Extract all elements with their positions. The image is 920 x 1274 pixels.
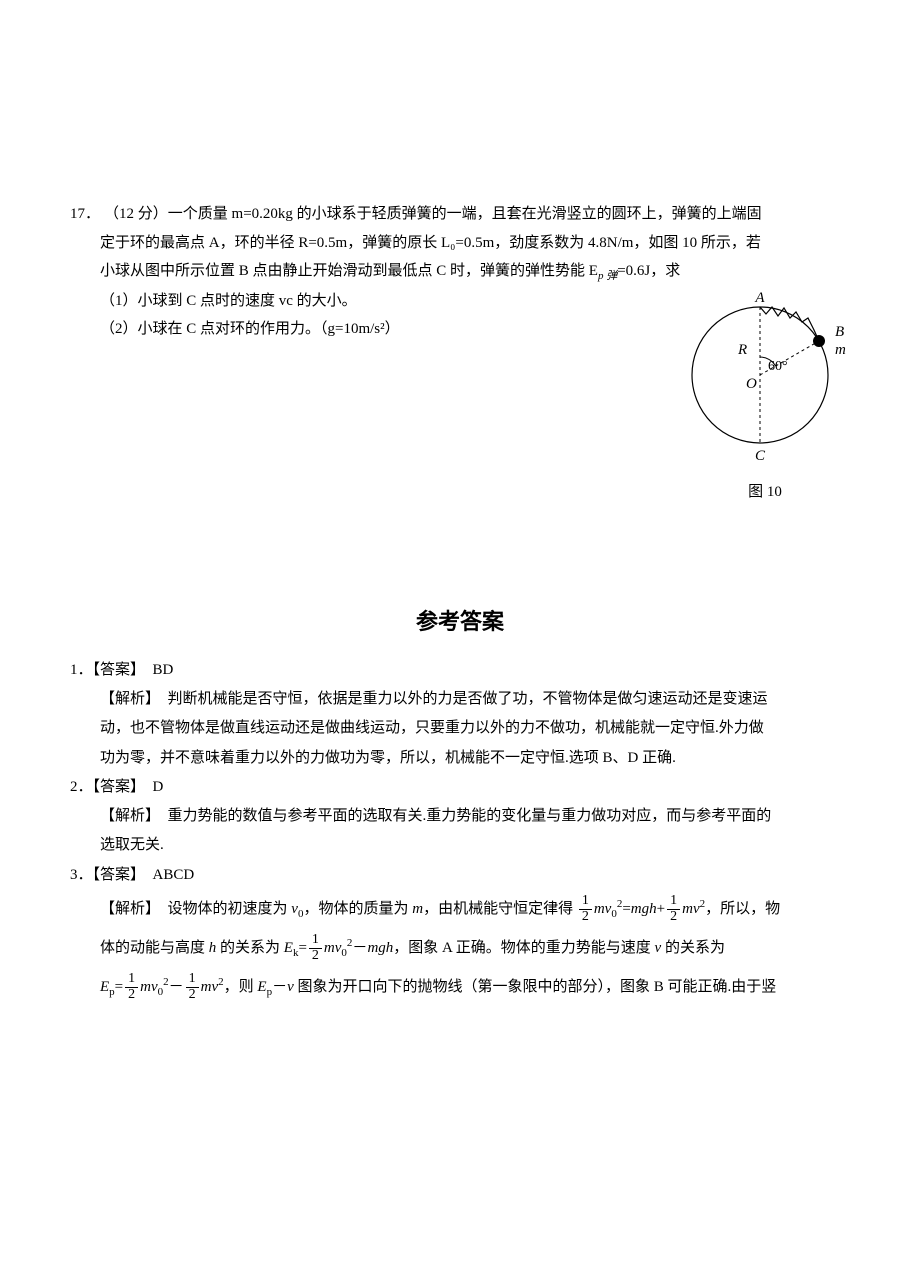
mv2-a: mv (682, 901, 700, 917)
a1-exp-t1: 判断机械能是否守恒，依据是重力以外的力是否做了功，不管物体是做匀速运动还是变速运 (168, 691, 768, 707)
a3-l2b: 的关系为 (216, 940, 284, 956)
frac-n4: 1 (125, 972, 138, 988)
a3-exp-l3: Ep=12mv02－12mv2，则 Ep－v 图象为开口向下的抛物线（第一象限中… (70, 968, 850, 1007)
minus-b: － (169, 979, 184, 995)
spring-path (760, 307, 819, 341)
frac-d1: 2 (579, 910, 592, 925)
sym-v0: v (291, 901, 298, 917)
frac-d2: 2 (667, 910, 680, 925)
a1-ans-val: BD (153, 662, 174, 678)
question-points: （12 分） (104, 206, 168, 222)
label-m: m (835, 342, 846, 358)
question-number: 17． (70, 200, 104, 229)
frac-d4: 2 (125, 988, 138, 1003)
q-line3b: =0.6J，求 (617, 263, 680, 279)
figure-10: A B m R 60° O C 图 10 (680, 290, 850, 506)
mv02-a: mv (594, 901, 612, 917)
a2-answer-line: 2．【答案】 D (70, 773, 850, 802)
q-line3: 小球从图中所示位置 B 点由静止开始滑动到最低点 C 时，弹簧的弹性势能 Ep … (70, 257, 850, 287)
a3-ans-label: 【答案】 (93, 867, 153, 883)
eq2a: = (298, 940, 306, 956)
a1-exp-label: 【解析】 (100, 691, 168, 707)
a3-l1b: ，物体的质量为 (303, 901, 412, 917)
mv02-c: mv (140, 979, 158, 995)
question-text-line1: （12 分）一个质量 m=0.20kg 的小球系于轻质弹簧的一端，且套在光滑竖立… (104, 200, 850, 229)
frac-half-1: 12 (579, 894, 592, 924)
minus-a: － (352, 940, 367, 956)
eq1a: = (622, 901, 630, 917)
a3-exp-l1: 【解析】 设物体的初速度为 v0，物体的质量为 m，由机械能守恒定律得 12mv… (70, 890, 850, 929)
frac-n3: 1 (309, 933, 322, 949)
frac-half-4: 12 (125, 972, 138, 1002)
a3-l1c: ，由机械能守恒定律得 (423, 901, 573, 917)
frac-d3: 2 (309, 949, 322, 964)
frac-d5: 2 (186, 988, 199, 1003)
a1-num: 1． (70, 662, 93, 678)
ball (813, 335, 825, 347)
a3-l2a: 体的动能与高度 (100, 940, 209, 956)
label-B: B (835, 324, 844, 340)
mgh-b: mgh (367, 940, 393, 956)
a2-exp-label: 【解析】 (100, 808, 168, 824)
frac-half-5: 12 (186, 972, 199, 1002)
frac-half-2: 12 (667, 894, 680, 924)
a3-l2d: 的关系为 (661, 940, 725, 956)
answer-1: 1．【答案】 BD 【解析】 判断机械能是否守恒，依据是重力以外的力是否做了功，… (70, 656, 850, 773)
a2-exp-t1: 重力势能的数值与参考平面的选取有关.重力势能的变化量与重力做功对应，而与参考平面… (168, 808, 772, 824)
a1-exp-l1: 【解析】 判断机械能是否守恒，依据是重力以外的力是否做了功，不管物体是做匀速运动… (70, 685, 850, 714)
a2-exp-l1: 【解析】 重力势能的数值与参考平面的选取有关.重力势能的变化量与重力做功对应，而… (70, 802, 850, 831)
sym-Ek: E (284, 940, 293, 956)
a2-ans-label: 【答案】 (93, 779, 153, 795)
a3-answer-line: 3．【答案】 ABCD (70, 861, 850, 890)
a1-exp-l2: 动，也不管物体是做直线运动还是做曲线运动，只要重力以外的力不做功，机械能就一定守… (70, 714, 850, 743)
dash-sym: － (272, 979, 287, 995)
label-A: A (754, 290, 765, 306)
figure-caption: 图 10 (680, 478, 850, 507)
frac-n1: 1 (579, 894, 592, 910)
sym-m: m (412, 901, 423, 917)
answer-2: 2．【答案】 D 【解析】 重力势能的数值与参考平面的选取有关.重力势能的变化量… (70, 773, 850, 861)
q-line2: 定于环的最高点 A，环的半径 R=0.5m，弹簧的原长 L₀=0.5m，劲度系数… (70, 229, 850, 258)
eq3a: = (115, 979, 123, 995)
label-R: R (737, 342, 747, 358)
label-O: O (746, 376, 757, 392)
label-angle: 60° (768, 359, 788, 374)
plus-a: + (657, 901, 665, 917)
mv2-b: mv (201, 979, 219, 995)
a3-exp-l2: 体的动能与高度 h 的关系为 Ek=12mv02－mgh，图象 A 正确。物体的… (70, 929, 850, 968)
frac-half-3: 12 (309, 933, 322, 963)
a2-exp-l2: 选取无关. (70, 831, 850, 860)
a3-l3b: 图象为开口向下的抛物线（第一象限中的部分），图象 B 可能正确.由于竖 (294, 979, 777, 995)
label-C: C (755, 448, 766, 464)
a3-l1a: 设物体的初速度为 (168, 901, 292, 917)
a3-num: 3． (70, 867, 93, 883)
a3-l3a: ，则 (224, 979, 258, 995)
q-line1: 一个质量 m=0.20kg 的小球系于轻质弹簧的一端，且套在光滑竖立的圆环上，弹… (168, 206, 762, 222)
a2-ans-val: D (153, 779, 164, 795)
answers-heading: 参考答案 (70, 604, 850, 636)
mv02-b: mv (324, 940, 342, 956)
q-line3a: 小球从图中所示位置 B 点由静止开始滑动到最低点 C 时，弹簧的弹性势能 E (100, 263, 598, 279)
a1-answer-line: 1．【答案】 BD (70, 656, 850, 685)
sym-v2: v (287, 979, 294, 995)
sym-Ep2: E (257, 979, 266, 995)
a3-exp-label: 【解析】 (100, 901, 168, 917)
frac-n2: 1 (667, 894, 680, 910)
question-first-line: 17． （12 分）一个质量 m=0.20kg 的小球系于轻质弹簧的一端，且套在… (70, 200, 850, 229)
answer-3: 3．【答案】 ABCD 【解析】 设物体的初速度为 v0，物体的质量为 m，由机… (70, 861, 850, 1007)
a3-l1d: ，所以，物 (705, 901, 780, 917)
mgh-a: mgh (631, 901, 657, 917)
a2-num: 2． (70, 779, 93, 795)
a1-ans-label: 【答案】 (93, 662, 153, 678)
a3-l2c: ，图象 A 正确。物体的重力势能与速度 (393, 940, 654, 956)
question-17: 17． （12 分）一个质量 m=0.20kg 的小球系于轻质弹簧的一端，且套在… (70, 200, 850, 344)
sym-Ep: E (100, 979, 109, 995)
q-line3-sub: p 弹 (598, 270, 617, 282)
circle-diagram-svg: A B m R 60° O C (680, 290, 850, 465)
a1-exp-l3: 功为零，并不意味着重力以外的力做功为零，所以，机械能不一定守恒.选项 B、D 正… (70, 744, 850, 773)
a3-ans-val: ABCD (153, 867, 195, 883)
frac-n5: 1 (186, 972, 199, 988)
